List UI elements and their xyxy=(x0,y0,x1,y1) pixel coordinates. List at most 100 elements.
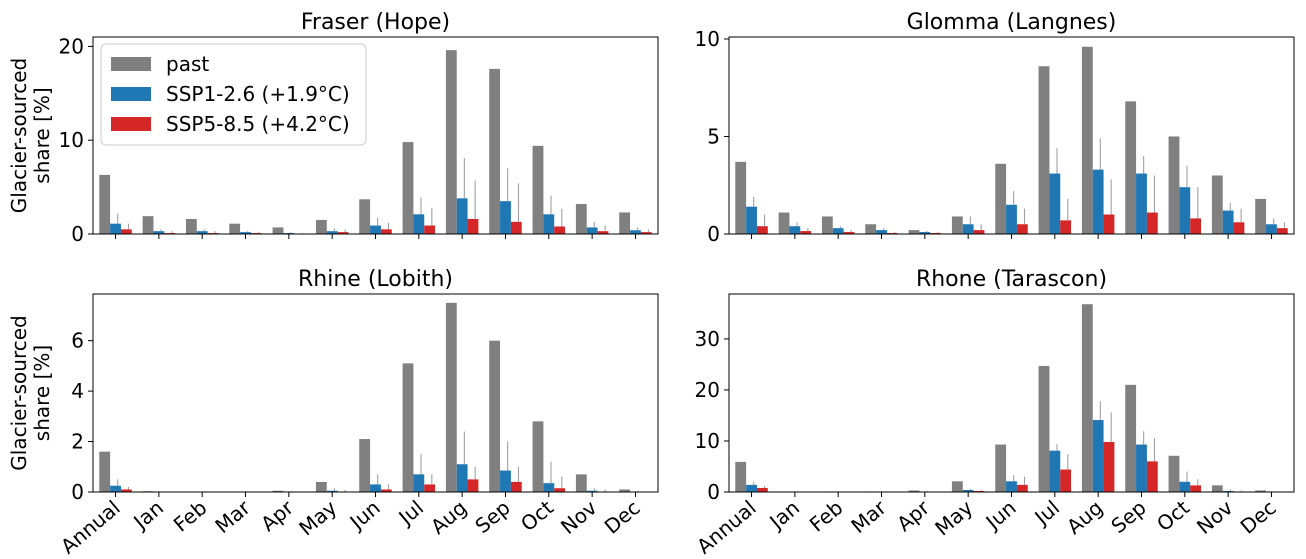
bar-past xyxy=(778,212,790,234)
bar-past xyxy=(315,481,327,492)
y-tick-label: 0 xyxy=(71,222,84,246)
y-axis-label-line: share [%] xyxy=(30,345,54,441)
bar-ssp585 xyxy=(554,226,566,234)
bar-ssp585 xyxy=(424,484,436,492)
bar-past xyxy=(229,223,241,234)
bar-ssp585 xyxy=(1103,441,1115,492)
bar-ssp585 xyxy=(120,229,132,234)
panel-title: Rhone (Tarascon) xyxy=(916,267,1107,292)
y-tick-label: 10 xyxy=(695,27,720,51)
bar-past xyxy=(951,481,963,492)
bar-ssp126 xyxy=(1136,444,1147,492)
bar-ssp126 xyxy=(789,226,801,234)
panel-title: Glomma (Langnes) xyxy=(907,10,1117,35)
panel-2: Glomma (Langnes) 0 5 10 xyxy=(695,10,1295,246)
bar-ssp585 xyxy=(380,229,392,234)
bar-ssp126 xyxy=(876,230,887,234)
bar-past xyxy=(735,461,747,492)
y-axis-label: Glacier-sourcedshare [%] xyxy=(7,58,54,213)
bar-past xyxy=(532,145,544,234)
y-tick-label: 0 xyxy=(707,222,720,246)
legend-swatch xyxy=(111,87,151,101)
bar-past xyxy=(951,216,963,234)
y-tick-label: 0 xyxy=(707,480,720,504)
x-tick-label: Jan xyxy=(127,495,168,534)
bar-ssp126 xyxy=(543,483,555,492)
bar-past xyxy=(99,451,111,492)
bar-past xyxy=(619,489,631,492)
x-tick-label: May xyxy=(930,495,977,540)
bar-ssp126 xyxy=(1179,187,1191,234)
bar-past xyxy=(99,174,111,234)
bar-ssp585 xyxy=(1016,224,1028,234)
bar-ssp126 xyxy=(1049,450,1061,492)
bar-ssp126 xyxy=(1222,490,1234,492)
bar-ssp585 xyxy=(1060,220,1072,234)
bar-ssp585 xyxy=(1016,484,1028,492)
bar-past xyxy=(1168,136,1180,234)
bar-past xyxy=(489,340,501,492)
x-tick-label: Mar xyxy=(846,495,891,538)
bar-ssp126 xyxy=(326,490,338,492)
x-tick-label: Nov xyxy=(1192,495,1237,539)
bar-ssp126 xyxy=(456,198,468,234)
bar-ssp126 xyxy=(196,231,208,234)
x-tick-label: Oct xyxy=(516,495,558,536)
bar-ssp585 xyxy=(337,232,349,234)
bar-ssp126 xyxy=(370,484,381,492)
bar-ssp126 xyxy=(370,225,381,234)
bar-ssp585 xyxy=(973,230,985,234)
x-tick-label: Annual xyxy=(56,495,125,558)
bar-past xyxy=(865,224,877,234)
bar-ssp126 xyxy=(586,490,598,492)
x-tick-label: Jul xyxy=(1029,495,1064,530)
bar-past xyxy=(1125,384,1137,492)
legend-swatch xyxy=(111,117,151,131)
bar-past xyxy=(575,474,587,492)
bar-ssp585 xyxy=(843,232,855,234)
x-tick-label: Sep xyxy=(470,495,514,538)
bar-ssp126 xyxy=(1092,420,1104,492)
x-tick-label: Nov xyxy=(556,495,601,539)
bar-ssp585 xyxy=(1146,461,1158,492)
bar-past xyxy=(1038,66,1050,235)
bar-past xyxy=(272,227,284,234)
bar-ssp585 xyxy=(1233,222,1245,234)
bar-ssp126 xyxy=(962,489,974,492)
x-tick-label: Jan xyxy=(763,495,804,534)
bar-past xyxy=(185,218,197,234)
bar-past xyxy=(1081,46,1093,235)
bar-past xyxy=(142,216,154,234)
bar-ssp126 xyxy=(500,201,511,234)
bar-ssp126 xyxy=(746,206,757,234)
bar-ssp126 xyxy=(413,214,425,234)
x-tick-label: Oct xyxy=(1152,495,1194,536)
bar-ssp585 xyxy=(467,479,479,492)
bar-ssp585 xyxy=(973,490,985,492)
y-tick-label: 30 xyxy=(695,327,720,351)
bar-ssp126 xyxy=(1006,204,1017,234)
bar-ssp126 xyxy=(1006,481,1017,492)
bar-ssp126 xyxy=(326,231,338,234)
bar-past xyxy=(1081,304,1093,492)
axes-frame xyxy=(92,293,659,493)
y-axis-label-line: Glacier-sourced xyxy=(7,58,31,213)
axes-frame xyxy=(728,36,1295,235)
bar-past xyxy=(1211,485,1223,492)
bar-past xyxy=(1125,101,1137,234)
legend-swatch xyxy=(111,57,151,71)
bar-past xyxy=(575,203,587,234)
y-tick-label: 2 xyxy=(71,430,84,454)
y-tick-label: 4 xyxy=(71,379,84,403)
panel-title: Rhine (Lobith) xyxy=(298,267,453,292)
y-axis-label: Glacier-sourcedshare [%] xyxy=(7,315,54,470)
bar-ssp126 xyxy=(1092,169,1104,234)
y-tick-label: 20 xyxy=(59,34,84,58)
x-tick-label: Dec xyxy=(1236,495,1281,538)
y-axis-label-line: share [%] xyxy=(30,87,54,183)
panel-title: Fraser (Hope) xyxy=(301,10,450,35)
bar-past xyxy=(1168,455,1180,492)
